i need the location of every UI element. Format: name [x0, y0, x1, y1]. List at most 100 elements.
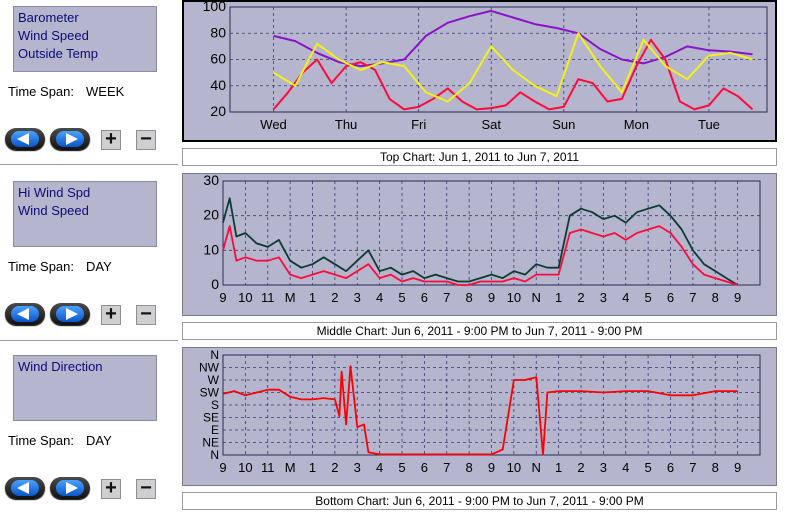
zoom-in-button[interactable]: +: [101, 129, 121, 150]
prev-button[interactable]: [5, 303, 45, 325]
x-tick-label: M: [285, 290, 296, 305]
x-tick-label: 10: [507, 290, 521, 305]
x-tick-label: 2: [331, 460, 338, 475]
left-arrow-icon: [17, 133, 29, 145]
top-chart[interactable]: 100 80 60 40 20 Wed Thu Fri Sat Sun Mon Tue: [184, 0, 775, 140]
series-item[interactable]: Barometer: [18, 10, 79, 25]
series-line-wind-direction: [222, 365, 738, 456]
zoom-out-button[interactable]: −: [136, 304, 156, 325]
x-tick-label: Fri: [411, 117, 426, 132]
time-span-value[interactable]: WEEK: [86, 84, 125, 99]
x-tick-label: 3: [354, 290, 361, 305]
series-item[interactable]: Hi Wind Spd: [18, 185, 91, 200]
next-button[interactable]: [50, 303, 90, 325]
left-arrow-icon: [17, 308, 29, 320]
prev-button[interactable]: [5, 128, 45, 150]
time-span-value[interactable]: DAY: [86, 259, 112, 274]
y-tick-label: 0: [211, 276, 219, 292]
bottom-chart-frame[interactable]: N NW W SW S SE E NE N 9 10 11 M 1 2 3 4 5 6 7 8 9 10 N 1 2 3 4 5 6 7 8 9: [182, 347, 777, 486]
x-tick-label: 1: [309, 460, 316, 475]
x-tick-label: 9: [488, 460, 495, 475]
y-tick-label: 100: [203, 2, 227, 14]
x-tick-label: 7: [689, 460, 696, 475]
series-line-hi-wind-spd: [222, 197, 739, 286]
x-tick-label: Tue: [698, 117, 720, 132]
x-tick-label: 4: [622, 460, 629, 475]
right-arrow-icon: [66, 308, 78, 320]
x-tick-label: 9: [734, 290, 741, 305]
x-tick-label: 8: [466, 290, 473, 305]
middle-chart-frame[interactable]: 30 20 10 0 9 10 11 M 1 2 3 4 5 6 7 8 9 10 N 1 2 3 4 5 6 7 8 9: [182, 172, 777, 316]
x-tick-label: 1: [555, 460, 562, 475]
zoom-in-button[interactable]: +: [101, 304, 121, 325]
x-tick-label: 8: [712, 290, 719, 305]
x-tick-label: N: [532, 290, 541, 305]
series-list-top[interactable]: Barometer Wind Speed Outside Temp: [13, 6, 157, 72]
x-tick-label: 4: [376, 290, 383, 305]
time-span-value[interactable]: DAY: [86, 433, 112, 448]
next-button[interactable]: [50, 477, 90, 499]
time-span-row-middle: Time Span: DAY: [8, 259, 112, 274]
y-tick-label: E: [211, 423, 219, 437]
series-item[interactable]: Outside Temp: [18, 46, 98, 61]
y-tick-label: 80: [210, 24, 226, 40]
x-tick-label: 4: [622, 290, 629, 305]
x-tick-label: 3: [600, 290, 607, 305]
bottom-chart-caption: Bottom Chart: Jun 6, 2011 - 9:00 PM to J…: [182, 492, 777, 510]
top-chart-frame[interactable]: 100 80 60 40 20 Wed Thu Fri Sat Sun Mon Tue: [182, 0, 777, 142]
controls-top: + −: [5, 128, 175, 152]
series-item[interactable]: Wind Speed: [18, 28, 89, 43]
x-tick-label: 6: [667, 290, 674, 305]
series-line-wind-speed: [272, 38, 754, 111]
x-tick-label: 9: [488, 290, 495, 305]
x-tick-label: M: [285, 460, 296, 475]
y-tick-label: S: [211, 398, 219, 412]
x-tick-label: Sat: [481, 117, 501, 132]
x-tick-label: 6: [421, 460, 428, 475]
x-tick-label: 1: [555, 290, 562, 305]
x-tick-label: 6: [667, 460, 674, 475]
x-tick-label: 11: [261, 460, 275, 475]
series-item[interactable]: Wind Direction: [18, 359, 103, 374]
x-tick-label: 9: [734, 460, 741, 475]
y-tick-label: NE: [202, 436, 219, 450]
x-tick-label: N: [532, 460, 541, 475]
x-tick-label: 11: [261, 290, 275, 305]
series-line-barometer: [273, 9, 753, 68]
divider: [0, 164, 178, 165]
series-list-middle[interactable]: Hi Wind Spd Wind Speed: [13, 181, 157, 247]
zoom-in-button[interactable]: +: [101, 478, 121, 499]
x-tick-label: 10: [507, 460, 521, 475]
x-tick-label: 2: [331, 290, 338, 305]
x-tick-label: 7: [443, 290, 450, 305]
y-tick-label: W: [208, 373, 220, 387]
time-span-label: Time Span:: [8, 259, 74, 274]
series-item[interactable]: Wind Speed: [18, 203, 89, 218]
x-tick-label: 8: [466, 460, 473, 475]
x-tick-label: 7: [443, 460, 450, 475]
plot-area: [222, 180, 761, 286]
x-tick-label: Sun: [552, 117, 575, 132]
controls-bottom: + −: [5, 477, 175, 501]
time-span-row-top: Time Span: WEEK: [8, 84, 124, 99]
next-button[interactable]: [50, 128, 90, 150]
x-tick-label: 1: [309, 290, 316, 305]
x-tick-label: 4: [376, 460, 383, 475]
time-span-label: Time Span:: [8, 433, 74, 448]
x-tick-label: 10: [238, 460, 252, 475]
x-tick-label: Thu: [335, 117, 357, 132]
time-span-row-bottom: Time Span: DAY: [8, 433, 112, 448]
zoom-out-button[interactable]: −: [136, 129, 156, 150]
time-span-label: Time Span:: [8, 84, 74, 99]
y-tick-label: SW: [200, 386, 220, 400]
prev-button[interactable]: [5, 477, 45, 499]
x-tick-label: 2: [577, 290, 584, 305]
x-tick-label: 9: [219, 290, 226, 305]
x-tick-label: 5: [645, 460, 652, 475]
y-tick-label: SE: [203, 411, 219, 425]
zoom-out-button[interactable]: −: [136, 478, 156, 499]
series-list-bottom[interactable]: Wind Direction: [13, 355, 157, 421]
x-tick-label: 3: [600, 460, 607, 475]
